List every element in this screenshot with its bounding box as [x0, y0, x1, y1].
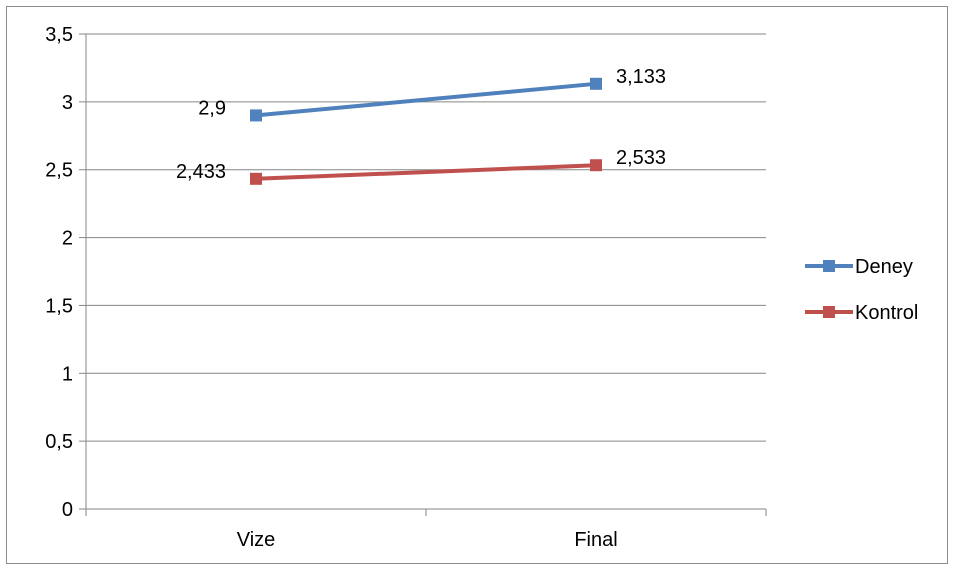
data-label-kontrol: 2,433: [176, 161, 226, 183]
data-label-deney: 2,9: [198, 97, 226, 119]
y-tick-label: 1,5: [45, 295, 73, 317]
series-line-kontrol: [255, 163, 597, 181]
y-tick-label: 3: [62, 92, 73, 114]
grid-lines: [86, 33, 766, 442]
data-label-kontrol: 2,533: [616, 147, 666, 169]
axes: [79, 33, 767, 516]
series-line-deney: [255, 81, 597, 118]
y-tick-label: 3,5: [45, 24, 73, 46]
legend-entry-deney: Deney: [805, 256, 913, 278]
x-tick-label: Vize: [237, 529, 276, 551]
x-tick-labels: Vize Final: [237, 529, 618, 551]
series: [250, 77, 602, 185]
legend-marker: [823, 306, 835, 318]
legend: Deney Kontrol: [805, 256, 918, 324]
data-point-kontrol: [250, 172, 262, 185]
x-tick-label: Final: [574, 529, 617, 551]
legend-entry-kontrol: Kontrol: [805, 302, 918, 324]
y-tick-label: 2,5: [45, 160, 73, 182]
data-point-kontrol: [590, 159, 602, 172]
legend-marker: [823, 260, 835, 272]
y-tick-label: 0,5: [45, 431, 73, 453]
data-point-deney: [590, 77, 602, 90]
data-label-deney: 3,133: [616, 66, 666, 88]
line-chart: 0 0,5 1 1,5 2 2,5 3 3,5 Vize Final 2,9 3,133 2,433…: [45, 24, 918, 551]
legend-label: Deney: [855, 256, 913, 278]
chart-frame: 0 0,5 1 1,5 2 2,5 3 3,5 Vize Final 2,9 3,133 2,433…: [6, 6, 948, 564]
y-tick-label: 2: [62, 228, 73, 250]
legend-label: Kontrol: [855, 302, 918, 324]
data-labels: 2,9 3,133 2,433 2,533: [176, 66, 666, 183]
data-point-deney: [250, 109, 262, 122]
y-tick-labels: 0 0,5 1 1,5 2 2,5 3 3,5: [45, 24, 73, 521]
y-tick-label: 1: [62, 363, 73, 385]
y-tick-label: 0: [62, 499, 73, 521]
